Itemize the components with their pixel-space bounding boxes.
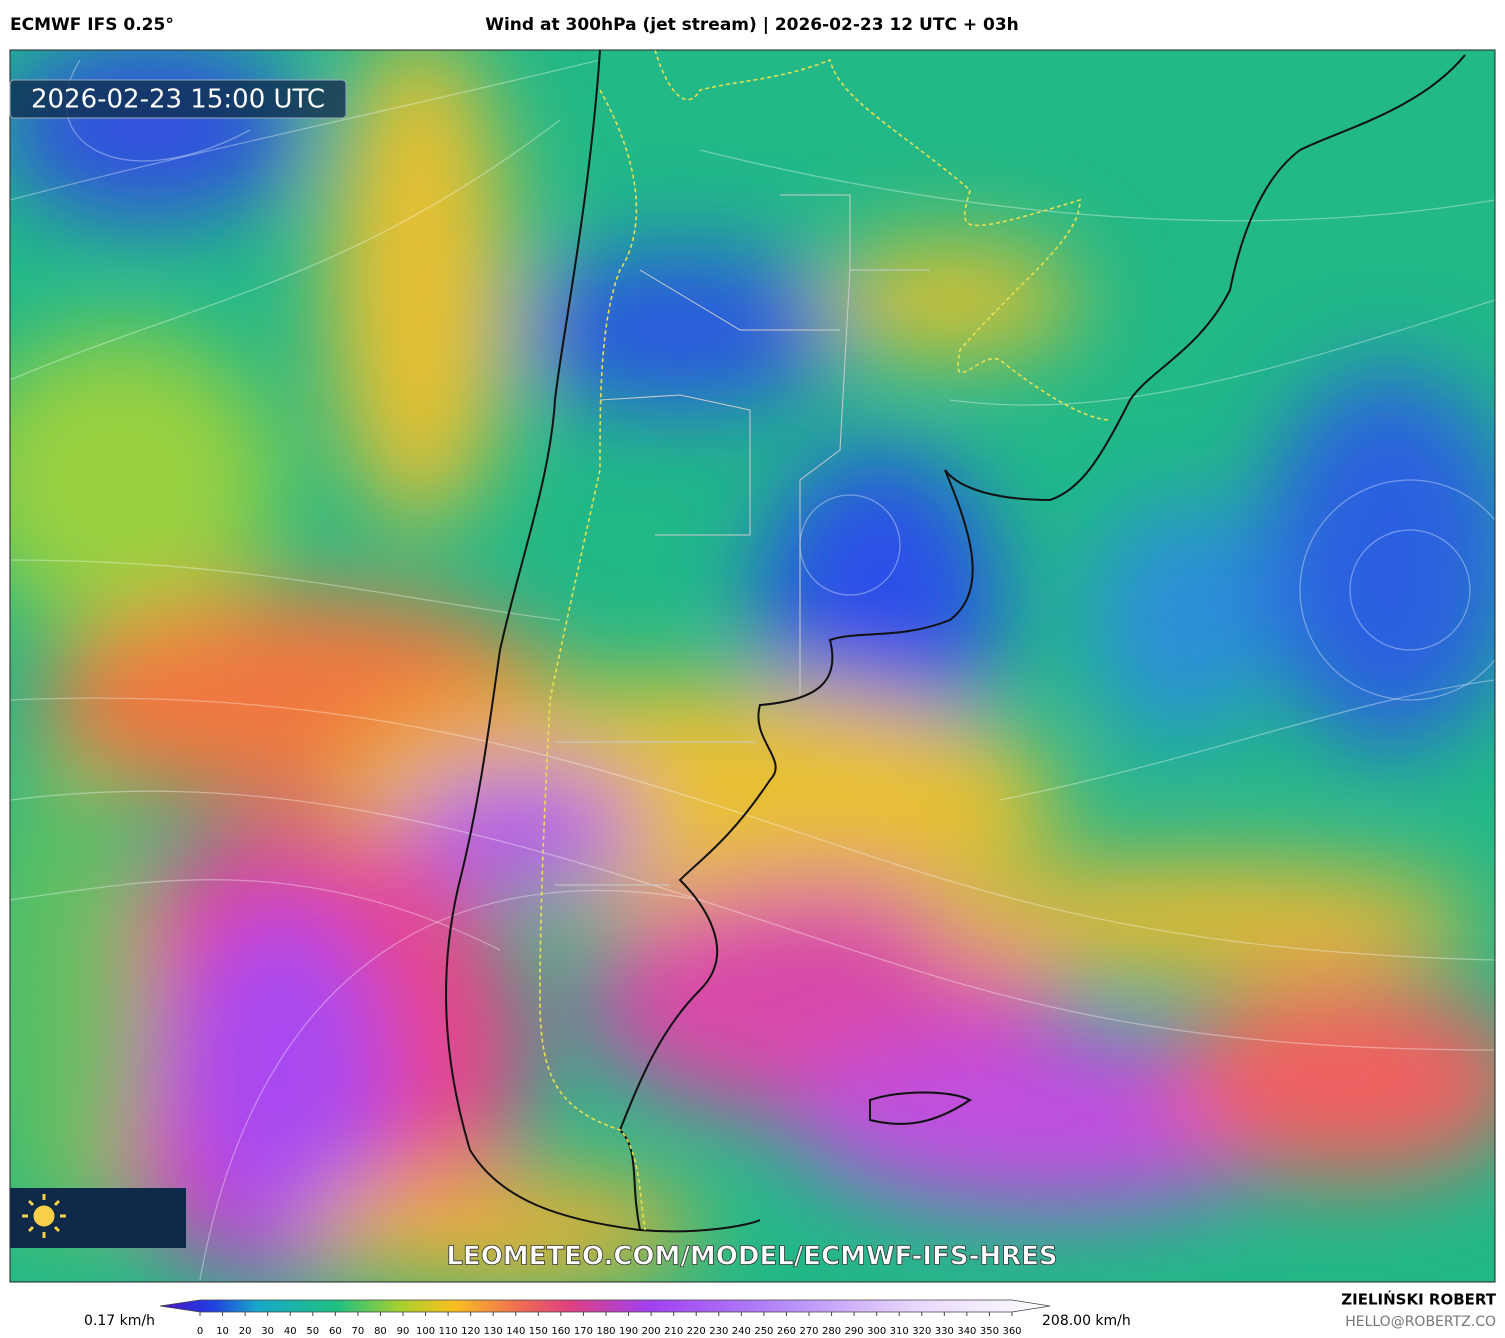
colorbar-tick-label: 50: [306, 1326, 319, 1337]
colorbar-tick-label: 10: [216, 1326, 229, 1337]
colorbar-tick-label: 170: [574, 1326, 593, 1337]
colorbar-tick-label: 40: [284, 1326, 297, 1337]
colorbar-tick-label: 90: [397, 1326, 410, 1337]
sun-icon: [22, 1194, 66, 1238]
colorbar-tick-label: 260: [777, 1326, 796, 1337]
author: ZIELIŃSKI ROBERT: [1341, 1290, 1496, 1309]
coastline: [445, 50, 1466, 1233]
colorbar-tick-label: 300: [867, 1326, 886, 1337]
wind-field: [10, 50, 1495, 1282]
contact: HELLO@ROBERTZ.CO: [1345, 1314, 1496, 1330]
watermark: LEOMETEO.COM/MODEL/ECMWF-IFS-HRES: [446, 1242, 1057, 1272]
colorbar-tick-label: 140: [506, 1326, 525, 1337]
admin-borders: [555, 194, 930, 886]
colorbar-tick-label: 230: [709, 1326, 728, 1337]
colorbar-tick-label: 60: [329, 1326, 342, 1337]
borders: [539, 50, 1111, 1231]
colorbar-tick-label: 20: [239, 1326, 252, 1337]
colorbar-tick-label: 220: [687, 1326, 706, 1337]
colorbar: [159, 1299, 1051, 1313]
colorbar-tick-label: 340: [957, 1326, 976, 1337]
colorbar-min-label: 0.17 km/h: [84, 1313, 155, 1329]
colorbar-tick-label: 0: [197, 1326, 203, 1337]
colorbar-tick-label: 30: [261, 1326, 274, 1337]
colorbar-tick-label: 270: [799, 1326, 818, 1337]
colorbar-tick-label: 160: [551, 1326, 570, 1337]
colorbar-tick-label: 120: [461, 1326, 480, 1337]
colorbar-tick-label: 130: [484, 1326, 503, 1337]
colorbar-tick-label: 360: [1002, 1326, 1021, 1337]
streamlines: [10, 59, 1495, 1281]
colorbar-tick-label: 350: [980, 1326, 999, 1337]
colorbar-max-label: 208.00 km/h: [1042, 1313, 1131, 1329]
colorbar-tick-label: 110: [439, 1326, 458, 1337]
colorbar-tick-label: 180: [596, 1326, 615, 1337]
colorbar-tick-label: 80: [374, 1326, 387, 1337]
colorbar-tick-label: 200: [642, 1326, 661, 1337]
colorbar-tick-label: 70: [352, 1326, 365, 1337]
colorbar-tick-label: 190: [619, 1326, 638, 1337]
colorbar-tick-label: 320: [912, 1326, 931, 1337]
colorbar-tick-label: 210: [664, 1326, 683, 1337]
colorbar-tick-label: 280: [822, 1326, 841, 1337]
colorbar-scale: [159, 1299, 1051, 1313]
colorbar-tick-label: 290: [845, 1326, 864, 1337]
model-label: ECMWF IFS 0.25°: [10, 15, 174, 35]
map-title: Wind at 300hPa (jet stream) | 2026-02-23…: [485, 15, 1019, 35]
colorbar-tick-label: 100: [416, 1326, 435, 1337]
map-frame: [9, 49, 1496, 1283]
colorbar-tick-label: 330: [935, 1326, 954, 1337]
colorbar-tick-label: 150: [529, 1326, 548, 1337]
colorbar-tick-label: 240: [732, 1326, 751, 1337]
timestamp-box: [9, 79, 347, 119]
timestamp: 2026-02-23 15:00 UTC: [31, 85, 325, 115]
colorbar-tick-label: 250: [754, 1326, 773, 1337]
colorbar-tick-label: 310: [890, 1326, 909, 1337]
